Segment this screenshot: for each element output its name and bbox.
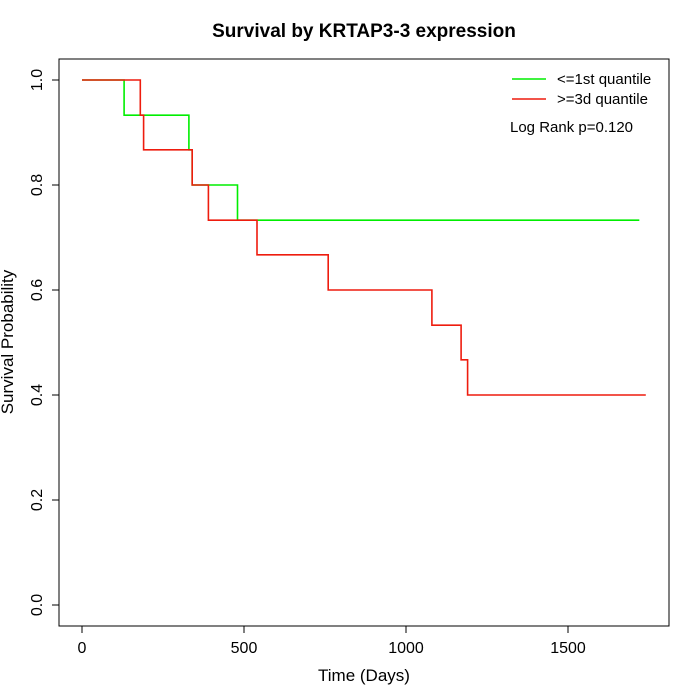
y-tick-label: 0.4 [29, 384, 46, 406]
y-tick-label: 1.0 [29, 69, 46, 91]
chart-title: Survival by KRTAP3-3 expression [212, 21, 516, 42]
x-axis: 0 500 1000 1500 [78, 625, 586, 657]
x-tick-label: 500 [231, 640, 258, 657]
legend: <=1st quantile >=3d quantile [512, 71, 651, 108]
y-tick-label: 0.2 [29, 489, 46, 511]
y-axis-label: Survival Probability [0, 269, 17, 414]
x-axis-label: Time (Days) [318, 666, 410, 685]
x-tick-label: 1000 [388, 640, 424, 657]
series-line-2 [82, 79, 646, 396]
y-tick-label: 0.8 [29, 174, 46, 196]
legend-label-1: <=1st quantile [557, 71, 651, 88]
legend-label-2: >=3d quantile [557, 91, 648, 108]
plot-area [58, 58, 670, 627]
x-tick-label: 1500 [550, 640, 586, 657]
x-tick-label: 0 [78, 640, 87, 657]
log-rank-annotation: Log Rank p=0.120 [510, 119, 633, 136]
y-tick-label: 0.6 [29, 279, 46, 301]
y-axis: 0.0 0.2 0.4 0.6 0.8 1.0 [29, 69, 60, 616]
series-layer [82, 79, 646, 396]
y-tick-label: 0.0 [29, 594, 46, 616]
